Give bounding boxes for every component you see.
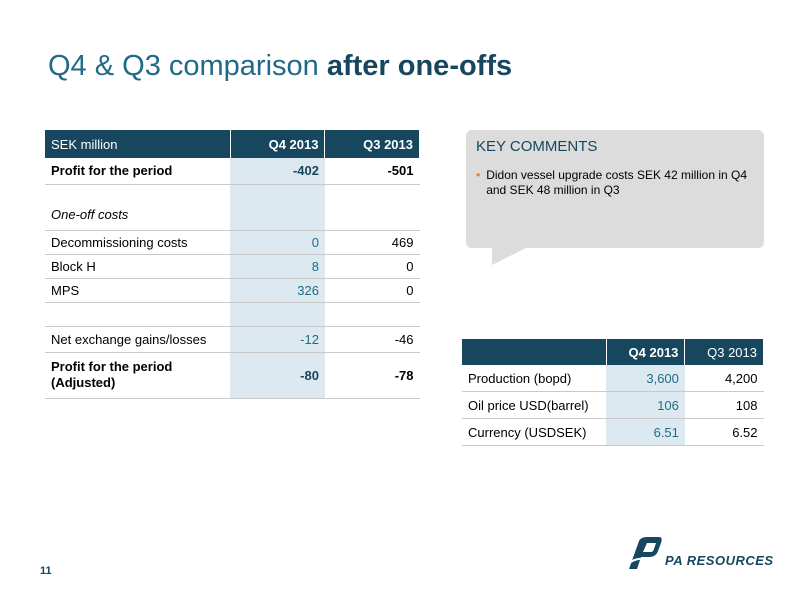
row-q3-value: 108: [684, 391, 764, 419]
row-q3-value: 4,200: [684, 365, 764, 392]
row-label: Net exchange gains/losses: [45, 326, 231, 353]
table-row: Profit for the period -402 -501: [45, 158, 420, 185]
header-q4: Q4 2013: [230, 130, 326, 158]
row-label: [45, 302, 231, 327]
header-sek-million: SEK million: [45, 130, 231, 158]
key-comments-title: KEY COMMENTS: [476, 138, 598, 155]
row-label: Currency (USDSEK): [462, 418, 607, 446]
logo-mark-icon: [626, 537, 662, 569]
header-empty: [462, 339, 607, 365]
title-normal-part: Q4 & Q3 comparison: [48, 50, 327, 82]
logo-text: PA RESOURCES: [665, 553, 774, 568]
row-q4-value: -12: [230, 326, 325, 353]
row-q3-value: [324, 184, 420, 231]
row-q4-value: -80: [230, 352, 325, 399]
row-label: MPS: [45, 278, 231, 303]
table-row: Production (bopd) 3,600 4,200: [462, 365, 764, 392]
row-q3-value: 0: [324, 254, 420, 279]
table-row: Oil price USD(barrel) 106 108: [462, 391, 764, 419]
key-comment-text: Didon vessel upgrade costs SEK 42 millio…: [486, 168, 748, 197]
row-label: Profit for the period: [45, 158, 231, 185]
row-label: Decommissioning costs: [45, 230, 231, 255]
row-label: One-off costs: [45, 184, 231, 231]
key-comments-box: KEY COMMENTS • Didon vessel upgrade costs…: [466, 130, 764, 248]
row-q3-value: -501: [324, 158, 420, 185]
table-row: One-off costs: [45, 184, 420, 231]
table-row: Currency (USDSEK) 6.51 6.52: [462, 418, 764, 446]
callout-tail: [492, 247, 528, 265]
table-header-row: Q4 2013 Q3 2013: [462, 339, 764, 365]
row-q4-value: [230, 302, 325, 327]
title-bold-part: after one-offs: [326, 50, 513, 82]
row-label: Profit for the period (Adjusted): [45, 352, 231, 399]
page-title: Q4 & Q3 comparison after one-offs: [48, 50, 512, 83]
row-q4-value: 0: [230, 230, 325, 255]
header-q3: Q3 2013: [324, 130, 420, 158]
row-label: Oil price USD(barrel): [462, 391, 607, 419]
table-row: [45, 302, 420, 327]
row-q4-value: 6.51: [606, 418, 685, 446]
table-header-row: SEK million Q4 2013 Q3 2013: [45, 130, 420, 158]
row-q3-value: -46: [324, 326, 420, 353]
row-q3-value: 469: [324, 230, 420, 255]
row-q3-value: [324, 302, 420, 327]
row-label: Production (bopd): [462, 365, 607, 392]
bullet-dot-icon: •: [476, 168, 481, 182]
row-q4-value: -402: [230, 158, 325, 185]
header-q3: Q3 2013: [684, 339, 764, 365]
row-q3-value: 6.52: [684, 418, 764, 446]
table-row: Net exchange gains/losses -12 -46: [45, 326, 420, 353]
header-q4: Q4 2013: [606, 339, 686, 365]
row-q3-value: -78: [324, 352, 420, 399]
row-q4-value: 326: [230, 278, 325, 303]
table-row: Decommissioning costs 0 469: [45, 230, 420, 255]
company-logo: PA RESOURCES: [625, 535, 775, 573]
profit-comparison-table: SEK million Q4 2013 Q3 2013 Profit for t…: [45, 130, 420, 399]
operational-metrics-table: Q4 2013 Q3 2013 Production (bopd) 3,600 …: [462, 339, 764, 446]
table-row: Profit for the period (Adjusted) -80 -78: [45, 352, 420, 399]
row-q4-value: [230, 184, 325, 231]
row-q3-value: 0: [324, 278, 420, 303]
page-number: 11: [40, 565, 52, 577]
key-comment-item: • Didon vessel upgrade costs SEK 42 milli…: [476, 168, 751, 198]
row-q4-value: 8: [230, 254, 325, 279]
row-label: Block H: [45, 254, 231, 279]
row-q4-value: 3,600: [606, 365, 685, 392]
row-q4-value: 106: [606, 391, 685, 419]
table-row: MPS 326 0: [45, 278, 420, 303]
table-row: Block H 8 0: [45, 254, 420, 279]
